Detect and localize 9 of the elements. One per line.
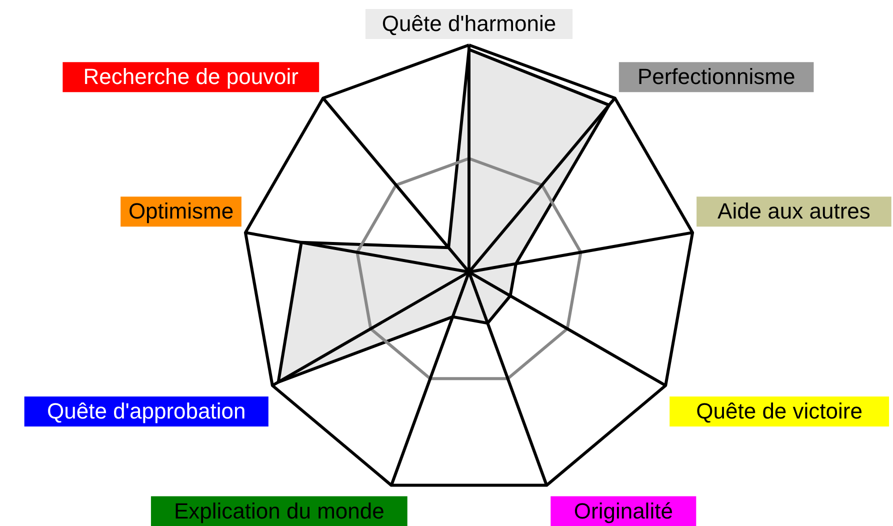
spoke-label: Recherche de pouvoir xyxy=(83,64,299,90)
spoke-label: Quête d'harmonie xyxy=(382,11,556,36)
spoke-label: Aide aux autres xyxy=(718,198,870,224)
spoke-label: Explication du monde xyxy=(174,498,384,524)
spoke-label: Perfectionnisme xyxy=(637,64,796,90)
spoke-label: Originalité xyxy=(574,498,673,524)
spoke-label: Optimisme xyxy=(128,198,234,224)
spoke-label: Quête de victoire xyxy=(696,398,862,424)
spoke-label: Quête d'approbation xyxy=(47,398,246,424)
